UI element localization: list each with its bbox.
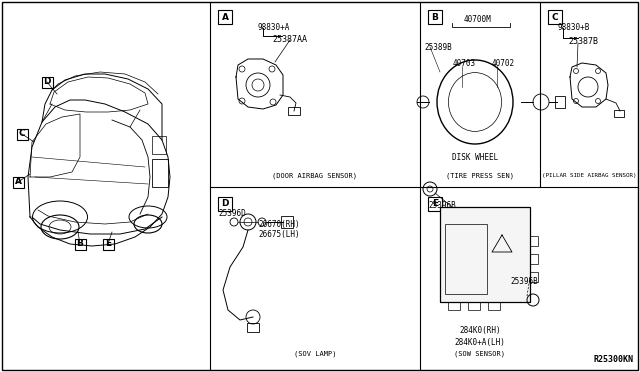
Text: 25396D: 25396D — [218, 209, 246, 218]
Text: 25396B: 25396B — [428, 202, 456, 211]
Text: E: E — [432, 199, 438, 208]
Text: 25387AA: 25387AA — [272, 35, 307, 45]
Text: D: D — [221, 199, 228, 208]
Bar — [428, 10, 442, 24]
Bar — [548, 10, 562, 24]
Bar — [530, 254, 538, 264]
Text: 284K0+A(LH): 284K0+A(LH) — [454, 337, 506, 346]
Text: D: D — [44, 77, 51, 87]
Bar — [440, 207, 530, 302]
Text: 284K0(RH): 284K0(RH) — [459, 326, 501, 334]
Bar — [428, 197, 442, 211]
Bar — [614, 110, 624, 117]
Text: A: A — [221, 13, 228, 22]
Text: R25300KN: R25300KN — [593, 356, 633, 365]
Bar — [152, 136, 166, 154]
Bar — [288, 107, 300, 115]
Text: 40702: 40702 — [492, 60, 515, 68]
Bar — [42, 77, 52, 87]
Text: (PILLAR SIDE AIRBAG SENSOR): (PILLAR SIDE AIRBAG SENSOR) — [541, 173, 636, 179]
Text: 26670(RH): 26670(RH) — [258, 219, 300, 228]
Text: E: E — [105, 240, 111, 248]
Bar — [530, 236, 538, 246]
Bar — [102, 238, 113, 250]
Bar — [530, 272, 538, 282]
Text: C: C — [19, 129, 26, 138]
Bar — [448, 302, 460, 310]
Text: (SOV LAMP): (SOV LAMP) — [294, 351, 336, 357]
Text: DISK WHEEL: DISK WHEEL — [452, 153, 498, 161]
Text: 40703: 40703 — [453, 60, 476, 68]
Text: 26675(LH): 26675(LH) — [258, 231, 300, 240]
Bar — [488, 302, 500, 310]
Text: A: A — [15, 177, 22, 186]
Bar — [281, 216, 293, 228]
Bar — [555, 96, 565, 108]
Text: 40700M: 40700M — [463, 15, 491, 23]
Text: 98830+A: 98830+A — [258, 22, 291, 32]
Text: (SOW SENSOR): (SOW SENSOR) — [454, 351, 506, 357]
Text: 98830+B: 98830+B — [558, 22, 590, 32]
Bar — [13, 176, 24, 187]
Text: B: B — [431, 13, 438, 22]
Text: (TIRE PRESS SEN): (TIRE PRESS SEN) — [446, 173, 514, 179]
Bar — [468, 302, 480, 310]
Bar — [218, 197, 232, 211]
Text: 25396B: 25396B — [510, 278, 538, 286]
Bar — [17, 128, 28, 140]
Text: 25387B: 25387B — [568, 38, 598, 46]
Bar — [74, 238, 86, 250]
Text: 25389B: 25389B — [424, 42, 452, 51]
Text: B: B — [77, 240, 83, 248]
Text: (DOOR AIRBAG SENSOR): (DOOR AIRBAG SENSOR) — [273, 173, 358, 179]
Text: C: C — [552, 13, 558, 22]
Bar — [445, 224, 487, 294]
Bar — [152, 159, 168, 187]
Bar — [247, 323, 259, 332]
Bar — [218, 10, 232, 24]
